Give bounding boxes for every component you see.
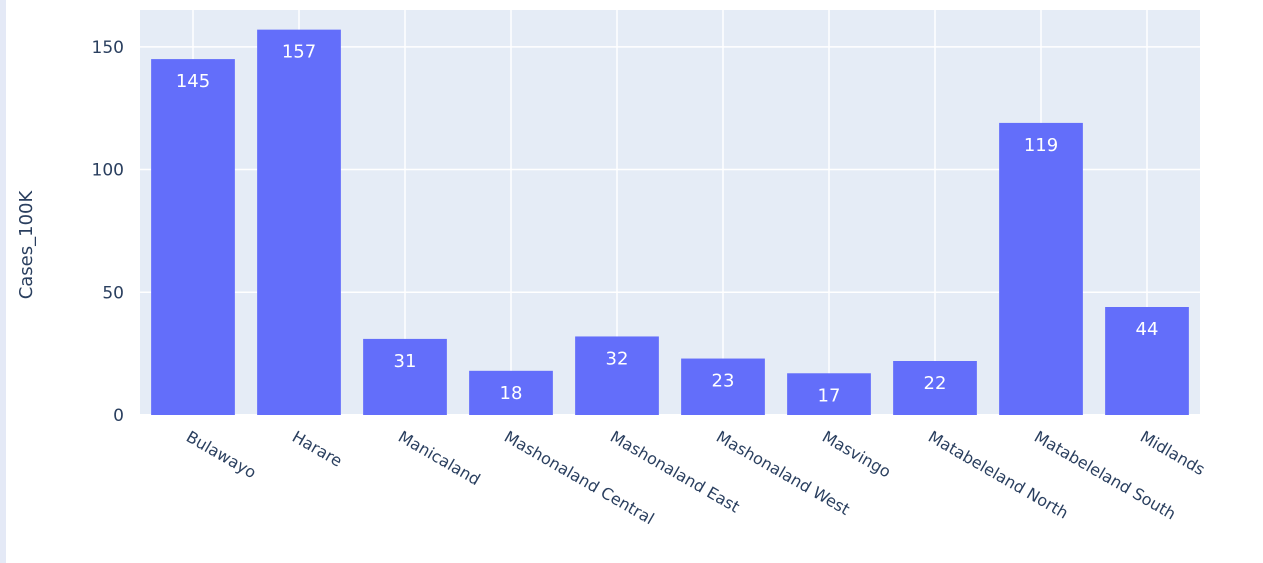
x-tick-label: Bulawayo [183, 427, 260, 482]
bar-value-label: 22 [924, 373, 947, 394]
bars: 145 157 31 18 32 23 17 22 119 44 [151, 29, 1189, 416]
bar-value-label: 119 [1024, 135, 1058, 156]
y-tick-label: 50 [102, 283, 124, 303]
bar-value-label: 32 [606, 348, 629, 369]
bar [999, 122, 1083, 415]
bar-value-label: 44 [1136, 319, 1159, 340]
y-axis-title: Cases_100K [16, 190, 37, 300]
y-axis-ticks: 0 50 100 150 [92, 38, 124, 426]
y-tick-label: 100 [92, 161, 124, 181]
bar [681, 358, 765, 415]
bar [575, 336, 659, 415]
bar [469, 370, 553, 415]
bar [257, 29, 341, 416]
bar-value-label: 145 [176, 71, 210, 92]
x-tick-label: Harare [289, 427, 346, 471]
bar-value-label: 23 [712, 371, 735, 392]
x-tick-label: Masvingo [819, 427, 894, 481]
bar [893, 361, 977, 415]
x-tick-label: Manicaland [395, 427, 484, 489]
y-tick-label: 150 [92, 38, 124, 58]
y-tick-label: 0 [113, 406, 124, 426]
bar [1105, 307, 1189, 415]
bar-value-label: 17 [818, 385, 841, 406]
x-tick-label: Midlands [1137, 427, 1208, 479]
bar [151, 59, 235, 415]
bar [363, 338, 447, 415]
bar-value-label: 18 [500, 383, 523, 404]
bar-value-label: 157 [282, 42, 316, 63]
bar-value-label: 31 [394, 351, 417, 372]
left-edge-stripe [0, 0, 6, 563]
bar [787, 373, 871, 415]
x-axis-ticks: Bulawayo Harare Manicaland Mashonaland Cent… [183, 427, 1208, 528]
